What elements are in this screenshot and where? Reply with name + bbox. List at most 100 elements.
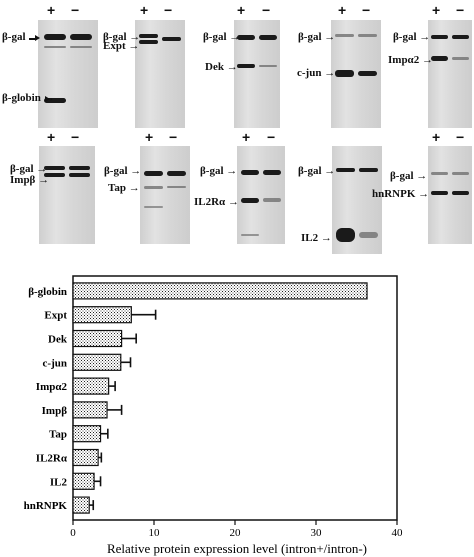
band — [70, 34, 92, 40]
plus-sign: + — [145, 129, 154, 145]
band — [44, 98, 66, 103]
gel-image — [39, 146, 95, 244]
bgal-label: β-gal → — [200, 165, 238, 177]
band — [259, 35, 277, 40]
band — [162, 37, 181, 41]
plus-sign: + — [432, 2, 441, 18]
bar — [72, 472, 95, 490]
arrow-icon: → — [321, 31, 336, 43]
minus-sign: − — [456, 129, 465, 145]
gel-image — [237, 146, 285, 244]
band — [69, 173, 90, 177]
band — [431, 56, 448, 61]
plus-sign: + — [140, 2, 149, 18]
arrow-icon: → — [225, 196, 239, 208]
gel-image — [428, 146, 472, 244]
x-tick-label: 40 — [392, 527, 404, 539]
x-tick-label: 0 — [70, 527, 76, 539]
gel-image — [38, 20, 98, 128]
bgal-label: β-gal → — [298, 31, 336, 43]
category-label: Expt — [44, 310, 67, 322]
protein-label: Impβ → — [10, 174, 50, 186]
arrow-icon: → — [321, 165, 336, 177]
band — [70, 46, 92, 48]
plus-sign: + — [237, 2, 246, 18]
band — [263, 198, 281, 202]
bar — [72, 353, 122, 371]
protein-label: Dek → — [205, 61, 238, 73]
protein-label: c-jun → — [297, 67, 336, 79]
band — [139, 40, 158, 44]
band — [358, 71, 377, 76]
band — [241, 198, 259, 203]
bgal-label: β-gal → — [104, 165, 142, 177]
gel-image — [135, 20, 185, 128]
band — [335, 70, 354, 77]
band — [44, 166, 65, 170]
minus-sign: − — [169, 129, 178, 145]
arrow-icon: → — [415, 188, 430, 200]
band — [237, 35, 255, 40]
arrow-icon: → — [25, 31, 40, 43]
minus-sign: − — [267, 129, 276, 145]
arrow-icon: → — [223, 165, 238, 177]
gel-image — [234, 20, 280, 128]
plus-sign: + — [47, 129, 56, 145]
minus-sign: − — [164, 2, 173, 18]
category-label: IL2 — [50, 476, 68, 488]
plus-sign: + — [432, 129, 441, 145]
arrow-icon: → — [127, 165, 142, 177]
protein-label: Expt → — [103, 40, 140, 52]
x-tick-label: 30 — [311, 527, 323, 539]
minus-sign: − — [362, 2, 371, 18]
band — [452, 35, 469, 39]
band — [259, 65, 277, 67]
arrow-icon: → — [35, 174, 50, 186]
band — [359, 232, 378, 238]
band — [144, 171, 163, 176]
band — [431, 35, 448, 39]
x-tick-label: 20 — [230, 527, 242, 539]
bgal-label: β-gal → — [10, 163, 48, 175]
category-label: c-jun — [43, 357, 67, 369]
gel-image — [428, 20, 472, 128]
category-label: Impα2 — [36, 381, 68, 393]
bgal-label: β-gal → — [103, 31, 141, 43]
bgal-label: β-gal → — [203, 31, 241, 43]
protein-label: hnRNPK → — [372, 188, 430, 200]
protein-label: IL2Rα → — [194, 196, 239, 208]
protein-label: Tap → — [108, 182, 140, 194]
arrow-icon — [29, 35, 40, 41]
bar — [72, 496, 90, 514]
bar — [72, 282, 368, 300]
band — [167, 171, 186, 176]
bgal-label: β-gal → — [393, 31, 431, 43]
arrow-icon: → — [126, 31, 141, 43]
band — [44, 34, 66, 40]
plus-sign: + — [47, 2, 56, 18]
bgal-label: β-gal → — [390, 170, 428, 182]
band — [431, 191, 448, 195]
bgal-label: β-gal → — [298, 165, 336, 177]
arrow-icon: → — [318, 232, 332, 244]
bar — [72, 377, 110, 395]
category-label: Dek — [48, 334, 68, 346]
arrow-icon: → — [226, 31, 241, 43]
gel-image — [332, 146, 382, 254]
band — [336, 228, 355, 242]
band — [358, 34, 377, 37]
plus-sign: + — [338, 2, 347, 18]
band — [335, 34, 354, 37]
band — [359, 168, 378, 172]
category-label: IL2Rα — [36, 453, 68, 465]
band — [263, 170, 281, 175]
category-label: Impβ — [42, 405, 68, 417]
bar — [72, 329, 123, 348]
arrow-icon: → — [413, 170, 428, 182]
category-label: hnRNPK — [24, 500, 68, 512]
plus-sign: + — [242, 129, 251, 145]
bar — [72, 306, 132, 324]
arrow-icon: → — [419, 54, 433, 66]
arrow-icon: → — [223, 61, 238, 73]
